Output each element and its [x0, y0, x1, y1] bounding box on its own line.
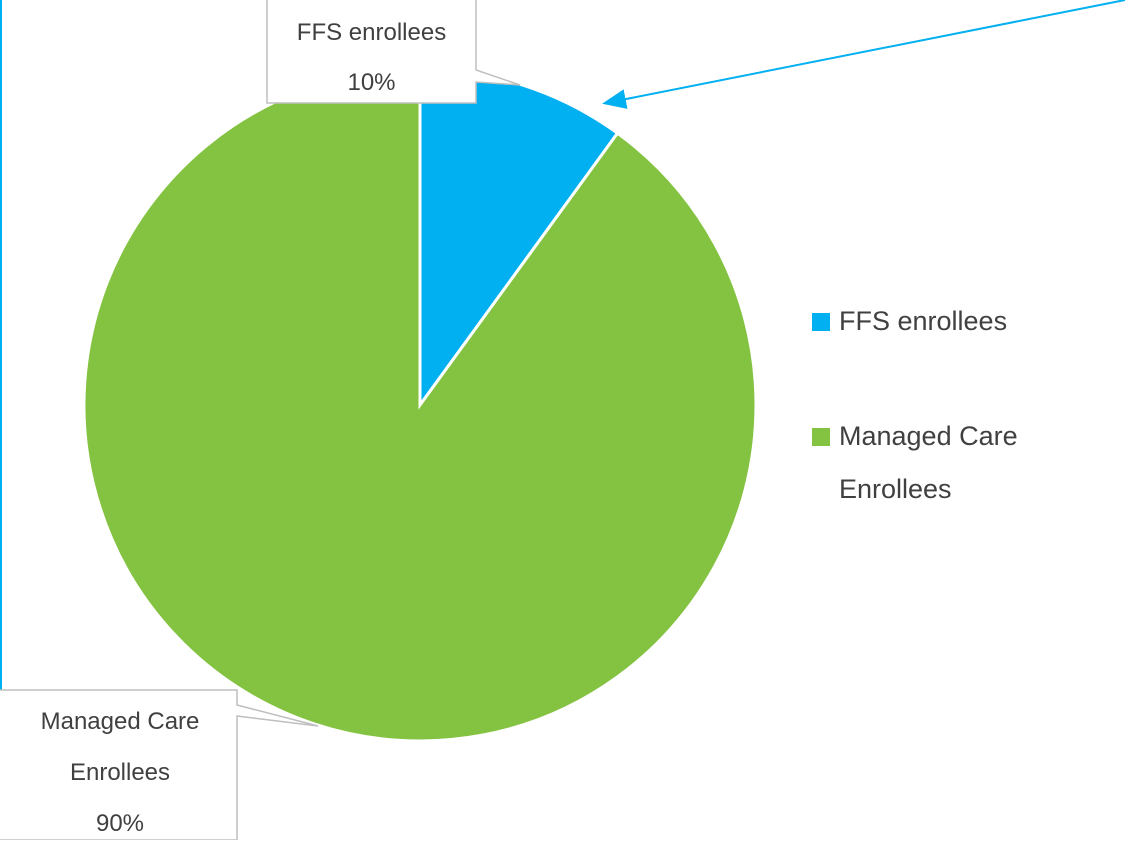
label-box	[0, 689, 319, 840]
legend-label: FFS enrollees	[839, 306, 1008, 336]
label-value: 90%	[95, 810, 145, 837]
label-value: 10%	[347, 69, 396, 96]
pie-slice	[82, 67, 758, 743]
legend-swatch	[812, 428, 830, 446]
legend-label: Managed Care Enrollees	[839, 421, 1018, 504]
data-label: FFS enrollees 10%	[267, 8, 476, 108]
label-box	[266, 0, 521, 104]
data-label: Managed Care Enrollees 90%	[10, 696, 230, 849]
arrow	[602, 0, 1126, 109]
legend-swatch	[812, 313, 830, 331]
label-name: Managed Care Enrollees	[40, 708, 200, 786]
pie	[82, 67, 758, 743]
label-name: FFS enrollees	[296, 19, 447, 46]
